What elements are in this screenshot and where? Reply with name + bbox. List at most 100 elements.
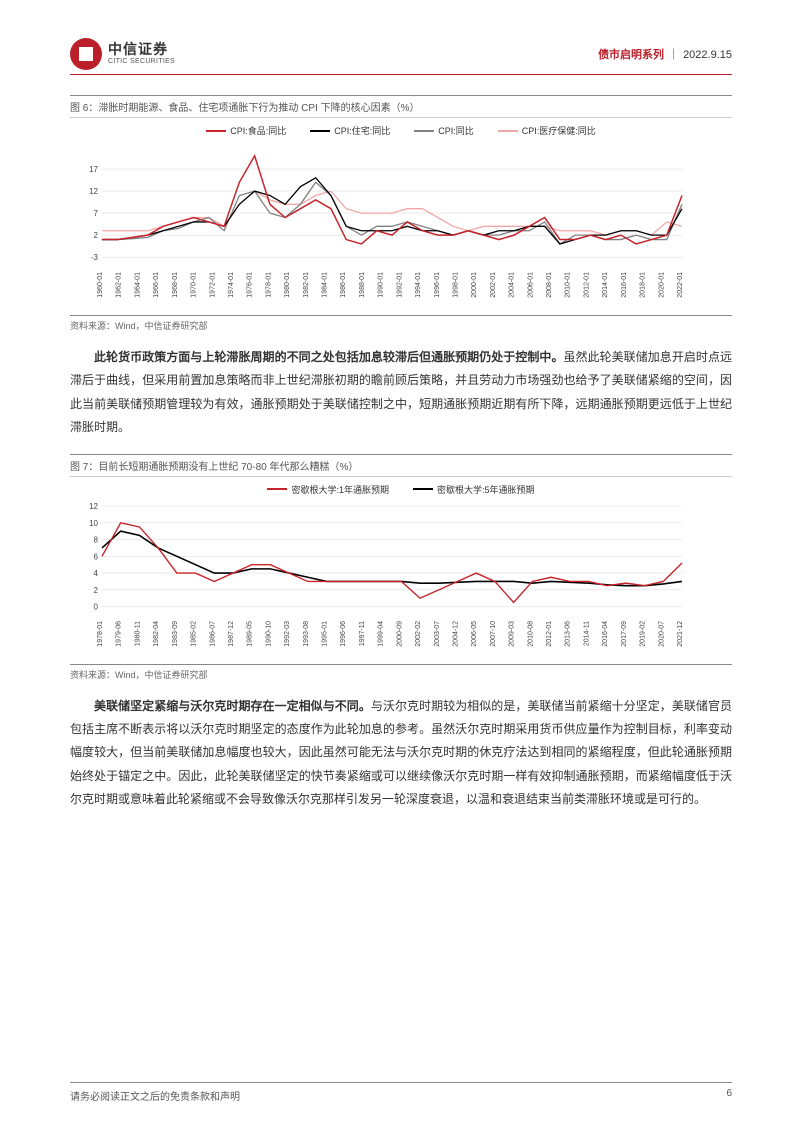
legend-item: CPI:同比 [414,124,474,137]
svg-text:1999-04: 1999-04 [378,620,385,646]
legend-swatch [414,130,434,132]
chart-6-plot: -32712171960-011962-011964-011966-011968… [70,141,732,306]
chart-7-title: 图 7：目前长短期通胀预期没有上世纪 70-80 年代那么糟糕（%） [70,454,732,477]
page-number: 6 [726,1088,732,1103]
svg-text:7: 7 [94,209,99,218]
svg-text:2012-01: 2012-01 [546,620,553,646]
legend-swatch [310,130,330,132]
logo-en: CITIC SECURITIES [108,58,175,66]
chart-6-legend: CPI:食品:同比 CPI:住宅:同比 CPI:同比 CPI:医疗保健:同比 [70,124,732,137]
svg-text:1990-10: 1990-10 [265,620,272,646]
svg-text:1978-01: 1978-01 [265,272,272,298]
svg-text:1994-01: 1994-01 [415,272,422,298]
legend-label: 密歇根大学:5年通胀预期 [437,483,535,496]
legend-item: 密歇根大学:5年通胀预期 [413,483,535,496]
chart-6-source: 资料来源：Wind，中信证券研究部 [70,315,732,332]
logo: 中信证券 CITIC SECURITIES [70,38,175,70]
svg-text:1987-12: 1987-12 [228,620,235,646]
svg-text:2008-01: 2008-01 [546,272,553,298]
svg-text:2007-10: 2007-10 [490,620,497,646]
legend-swatch [498,130,518,132]
chart-7-source: 资料来源：Wind，中信证券研究部 [70,664,732,681]
svg-text:2010-08: 2010-08 [527,620,534,646]
svg-text:2016-04: 2016-04 [602,620,609,646]
page-header: 中信证券 CITIC SECURITIES 债市启明系列 ｜ 2022.9.15 [70,38,732,75]
svg-text:1966-01: 1966-01 [153,272,160,298]
svg-text:1982-01: 1982-01 [303,272,310,298]
svg-text:1964-01: 1964-01 [134,272,141,298]
header-right: 债市启明系列 ｜ 2022.9.15 [598,46,732,62]
legend-item: CPI:医疗保健:同比 [498,124,596,137]
svg-text:2018-01: 2018-01 [640,272,647,298]
svg-text:2021-12: 2021-12 [677,620,684,646]
svg-text:6: 6 [94,552,99,561]
svg-text:1962-01: 1962-01 [116,272,123,298]
svg-text:2006-01: 2006-01 [527,272,534,298]
svg-text:1980-11: 1980-11 [134,620,141,645]
svg-text:2010-01: 2010-01 [565,272,572,298]
logo-icon [70,38,102,70]
svg-text:1993-08: 1993-08 [303,620,310,646]
svg-text:1983-09: 1983-09 [172,620,179,646]
report-date: 2022.9.15 [683,49,732,61]
legend-item: CPI:住宅:同比 [310,124,390,137]
svg-text:1979-06: 1979-06 [116,620,123,646]
logo-cn: 中信证券 [108,42,175,57]
para2-rest: 与沃尔克时期较为相似的是，美联储当前紧缩十分坚定，美联储官员包括主席不断表示将以… [70,699,732,807]
svg-text:1996-01: 1996-01 [434,272,441,298]
legend-swatch [413,488,433,490]
svg-text:2: 2 [94,585,99,594]
svg-text:1996-06: 1996-06 [340,620,347,646]
svg-text:1968-01: 1968-01 [172,272,179,298]
svg-text:8: 8 [94,535,99,544]
legend-label: CPI:食品:同比 [230,124,286,137]
disclaimer: 请务必阅读正文之后的免责条款和声明 [70,1088,240,1103]
legend-label: CPI:同比 [438,124,474,137]
svg-text:2020-01: 2020-01 [658,272,665,298]
legend-item: 密歇根大学:1年通胀预期 [267,483,389,496]
svg-text:2012-01: 2012-01 [583,272,590,298]
svg-text:2014-01: 2014-01 [602,272,609,298]
chart-7-legend: 密歇根大学:1年通胀预期 密歇根大学:5年通胀预期 [70,483,732,496]
svg-text:2022-01: 2022-01 [677,272,684,298]
svg-text:1976-01: 1976-01 [247,272,254,298]
svg-text:2002-02: 2002-02 [415,620,422,646]
svg-text:1986-01: 1986-01 [340,272,347,298]
legend-item: CPI:食品:同比 [206,124,286,137]
svg-text:1978-01: 1978-01 [97,620,104,646]
legend-label: 密歇根大学:1年通胀预期 [291,483,389,496]
svg-text:1998-01: 1998-01 [452,272,459,298]
legend-swatch [206,130,226,132]
chart-6-title: 图 6：滞胀时期能源、食品、住宅项通胀下行为推动 CPI 下降的核心因素（%） [70,95,732,118]
svg-text:2006-05: 2006-05 [471,620,478,646]
svg-text:1989-05: 1989-05 [247,620,254,646]
svg-text:4: 4 [94,569,99,578]
footer: 请务必阅读正文之后的免责条款和声明 6 [70,1082,732,1103]
svg-text:2019-02: 2019-02 [640,620,647,646]
svg-text:-3: -3 [91,253,99,262]
svg-text:1972-01: 1972-01 [209,272,216,298]
svg-text:2013-06: 2013-06 [565,620,572,646]
svg-text:2014-11: 2014-11 [583,620,590,645]
svg-text:1984-01: 1984-01 [322,272,329,298]
svg-text:2004-12: 2004-12 [452,620,459,646]
series-name: 债市启明系列 [598,46,664,62]
svg-text:1980-01: 1980-01 [284,272,291,298]
svg-text:2020-07: 2020-07 [658,620,665,646]
svg-text:2009-03: 2009-03 [509,620,516,646]
legend-label: CPI:医疗保健:同比 [522,124,596,137]
svg-text:1985-02: 1985-02 [191,620,198,646]
svg-text:1988-01: 1988-01 [359,272,366,298]
svg-text:12: 12 [89,187,98,196]
para1-bold: 此轮货币政策方面与上轮滞胀周期的不同之处包括加息较滞后但通胀预期仍处于控制中。 [94,350,563,364]
svg-text:12: 12 [89,502,98,511]
svg-text:1960-01: 1960-01 [97,272,104,298]
svg-text:1992-03: 1992-03 [284,620,291,646]
legend-swatch [267,488,287,490]
svg-text:2002-01: 2002-01 [490,272,497,298]
legend-label: CPI:住宅:同比 [334,124,390,137]
chart-6: 图 6：滞胀时期能源、食品、住宅项通胀下行为推动 CPI 下降的核心因素（%） … [70,95,732,332]
svg-text:1992-01: 1992-01 [396,272,403,298]
svg-text:1995-01: 1995-01 [322,620,329,646]
svg-text:1997-11: 1997-11 [359,620,366,645]
